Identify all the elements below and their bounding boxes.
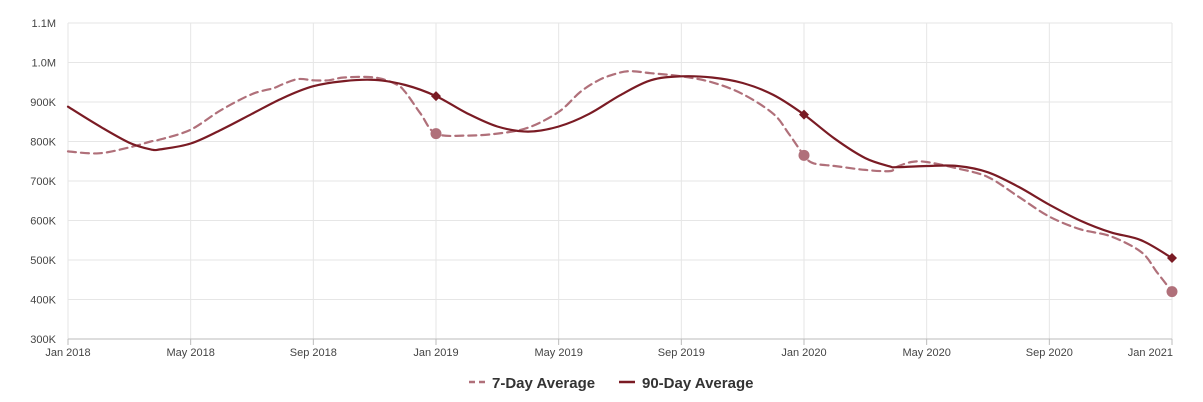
data-point-7-day-average[interactable]	[798, 149, 810, 161]
legend-item-7-day-average[interactable]: 7-Day Average	[469, 375, 595, 392]
data-point-90-day-average[interactable]	[799, 109, 809, 120]
legend-label: 7-Day Average	[492, 375, 595, 392]
data-point-90-day-average[interactable]	[431, 91, 441, 102]
y-tick-label: 1.0M	[32, 58, 56, 70]
series-line-7-day-average	[66, 70, 1174, 293]
y-tick-label: 1.1M	[32, 18, 56, 30]
x-tick-label: Jan 2019	[413, 347, 458, 359]
x-tick-label: Sep 2019	[658, 347, 705, 359]
gridlines	[67, 22, 1173, 340]
y-tick-label: 900K	[30, 97, 56, 109]
x-tick-label: Sep 2018	[290, 347, 337, 359]
y-tick-label: 600K	[30, 216, 56, 228]
x-tick-label: May 2018	[167, 347, 215, 359]
x-tick-label: May 2020	[903, 347, 951, 359]
legend-item-90-day-average[interactable]: 90-Day Average	[619, 375, 753, 392]
legend: 7-Day Average 90-Day Average	[469, 375, 753, 392]
legend-label: 90-Day Average	[642, 375, 753, 392]
x-tick-label: Jan 2021	[1128, 347, 1173, 359]
y-tick-label: 400K	[30, 295, 56, 307]
series-line-90-day-average	[66, 75, 1174, 260]
x-tick-label: Jan 2018	[45, 347, 90, 359]
series-markers	[430, 91, 1178, 298]
data-point-90-day-average[interactable]	[1167, 253, 1177, 264]
y-tick-label: 800K	[30, 137, 56, 149]
series-lines	[66, 70, 1174, 293]
data-point-7-day-average[interactable]	[430, 128, 442, 140]
x-tick-label: Jan 2020	[781, 347, 826, 359]
y-tick-label: 300K	[30, 334, 56, 346]
y-tick-label: 700K	[30, 176, 56, 188]
data-point-7-day-average[interactable]	[1166, 286, 1178, 298]
x-tick-label: Sep 2020	[1026, 347, 1073, 359]
axes: 300K 400K 500K 600K 700K 800K 900K 1.0M 1.1M Jan …	[30, 18, 1173, 359]
y-tick-label: 500K	[30, 255, 56, 267]
x-tick-label: May 2019	[535, 347, 583, 359]
